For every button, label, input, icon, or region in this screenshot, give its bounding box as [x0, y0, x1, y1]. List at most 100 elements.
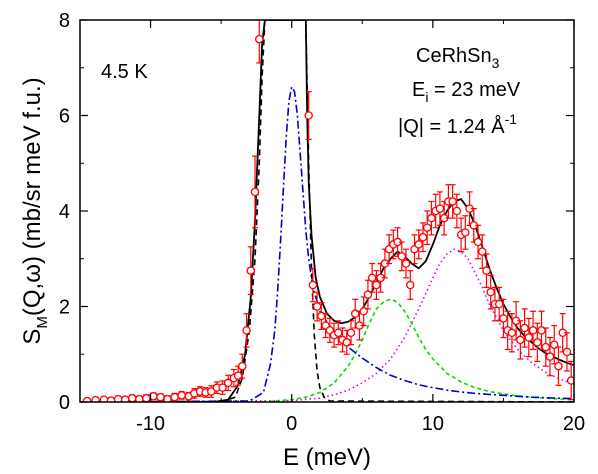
y-tick-label: 0 [59, 392, 70, 414]
data-point [218, 380, 227, 395]
data-point [499, 298, 508, 339]
data-point [127, 393, 137, 402]
data-marker [524, 333, 534, 342]
data-point [549, 325, 559, 365]
data-point [372, 270, 381, 300]
data-marker [246, 266, 256, 275]
elastic-curve [80, 20, 574, 402]
data-marker [170, 392, 179, 402]
data-marker [566, 376, 574, 385]
data-marker [367, 273, 377, 283]
data-marker [473, 237, 483, 247]
data-marker [507, 328, 517, 338]
compound-main: CeRhSn [416, 45, 492, 67]
data-marker [238, 361, 247, 371]
data-point [312, 291, 322, 322]
compound-sub: 3 [492, 55, 500, 71]
data-point [414, 229, 423, 260]
data-point [334, 320, 343, 346]
data-marker [255, 34, 264, 44]
data-marker [406, 280, 415, 290]
data-point [308, 267, 318, 303]
data-marker [106, 396, 116, 402]
data-point [91, 395, 100, 402]
data-marker [541, 342, 551, 352]
data-point [533, 322, 542, 363]
data-marker [401, 259, 411, 268]
data-point [177, 390, 186, 400]
data-point [406, 270, 415, 300]
momentum-transfer-label: |Q| = 1.24 Å-1 [398, 111, 517, 138]
data-point [304, 91, 313, 140]
data-point [448, 184, 457, 219]
fit-curves [80, 20, 574, 402]
data-point [242, 313, 251, 348]
data-marker [82, 396, 92, 402]
q-main: |Q| = 1.24 Å [398, 115, 505, 138]
x-axis-title: E (meV) [283, 444, 371, 471]
quasielastic-curve [80, 86, 574, 402]
total-curve [80, 20, 574, 402]
data-point [397, 241, 407, 272]
data-point [507, 313, 517, 353]
data-marker [516, 335, 525, 345]
data-point [135, 394, 144, 402]
data-point [545, 336, 555, 377]
data-point [541, 327, 551, 367]
data-point [554, 346, 563, 386]
data-point [482, 253, 491, 288]
y-tick-label: 2 [59, 297, 70, 319]
data-point [461, 215, 470, 250]
cef_2-curve [80, 248, 574, 402]
data-point [142, 393, 151, 402]
data-point [246, 246, 256, 296]
data-point [401, 248, 411, 279]
data-point [106, 396, 116, 402]
cef_1-curve [80, 298, 574, 402]
data-marker [177, 391, 186, 400]
data-marker [435, 204, 445, 213]
data-point [503, 310, 512, 351]
data-marker [554, 361, 563, 371]
compound-label: CeRhSn3 [416, 45, 500, 71]
data-point [524, 317, 534, 358]
data-point [435, 191, 445, 226]
data-marker [346, 328, 356, 338]
data-marker [533, 338, 542, 347]
data-point [473, 224, 483, 260]
q-sup: -1 [505, 111, 518, 127]
data-point [537, 310, 546, 351]
data-point [516, 320, 525, 360]
data-point [520, 308, 529, 348]
data-marker [242, 326, 251, 335]
y-tick-label: 4 [59, 201, 70, 223]
x-tick-label: 20 [563, 413, 585, 435]
ei-sub: i [425, 89, 428, 105]
data-marker [308, 280, 318, 290]
ei-rest: = 23 meV [428, 79, 520, 101]
data-marker [218, 383, 227, 392]
y-axis-title-rest: (Q,ω) (mb/sr meV f.u.) [19, 77, 46, 316]
data-point [562, 332, 572, 372]
data-point [207, 385, 216, 398]
data-point [82, 396, 92, 402]
data-marker [250, 187, 260, 197]
data-point [255, 20, 264, 64]
plot-frame [79, 19, 575, 403]
data-point [321, 313, 330, 339]
data-marker [562, 347, 572, 357]
data-marker [482, 266, 491, 275]
data-point [238, 353, 247, 379]
data-marker [127, 393, 137, 402]
data-marker [142, 393, 151, 402]
data-marker [207, 387, 216, 396]
data-marker [494, 299, 504, 309]
data-point [350, 298, 360, 329]
y-tick-label: 8 [59, 10, 70, 32]
data-point [422, 210, 432, 246]
temperature-label: 4.5 K [101, 61, 148, 83]
data-marker [422, 223, 432, 232]
data-marker [427, 213, 436, 223]
incident-energy-label: Ei = 23 meV [412, 79, 521, 105]
